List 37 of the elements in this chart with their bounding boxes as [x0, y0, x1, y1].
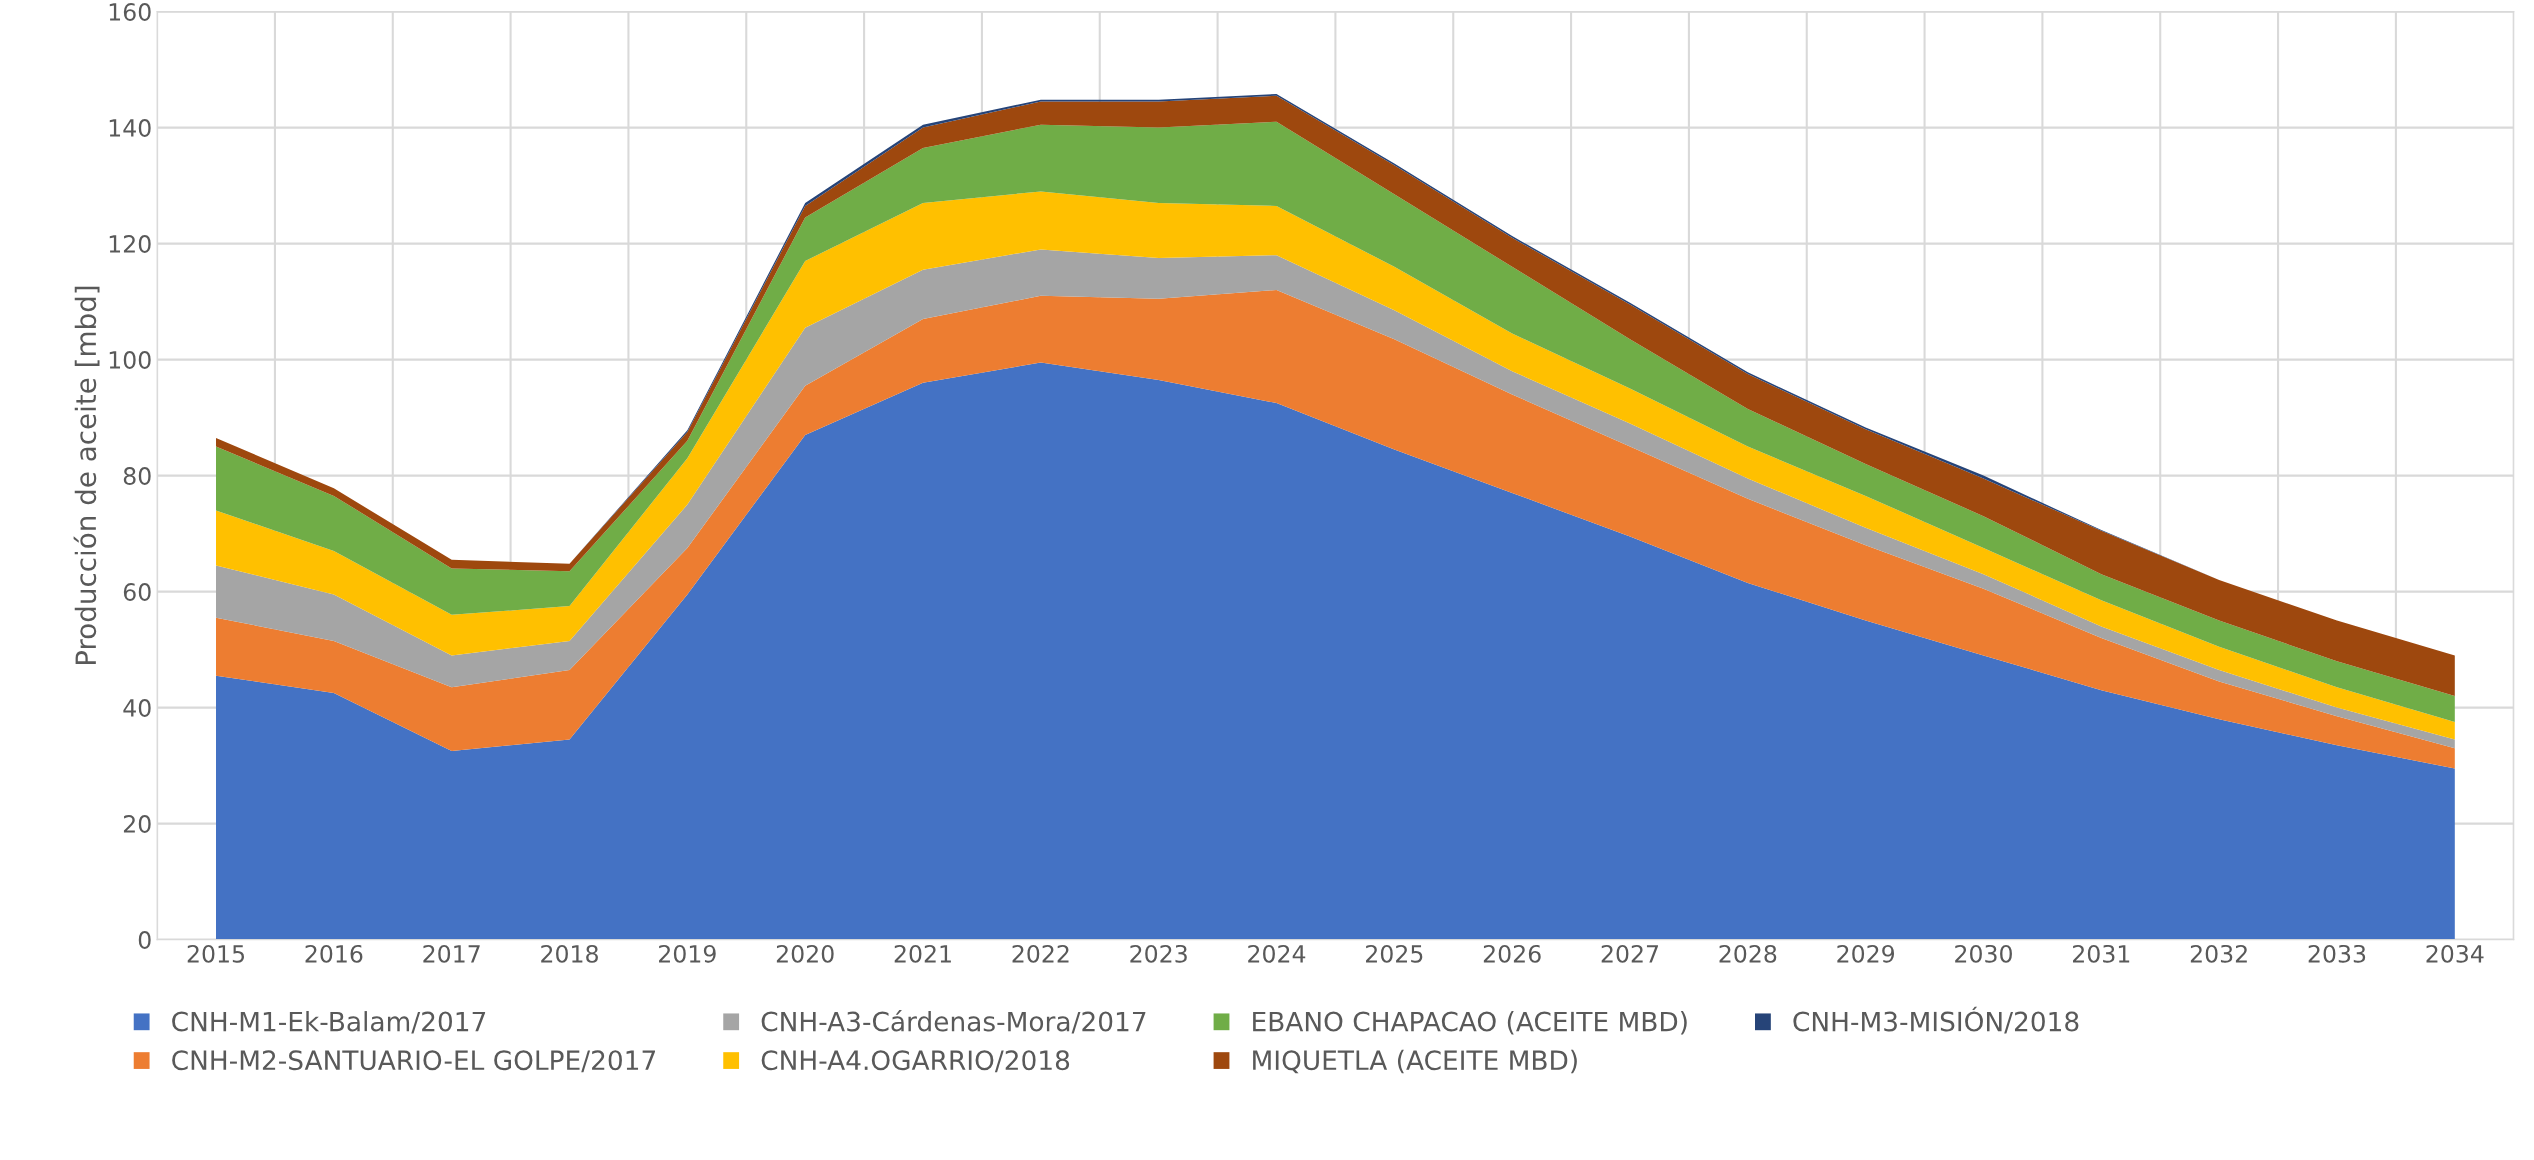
x-tick-label: 2034 [2426, 944, 2484, 963]
x-tick-label: 2018 [541, 944, 598, 963]
y-tick-label: 160 [109, 3, 151, 21]
x-tick-label: 2017 [423, 944, 480, 963]
x-tick-label: 2032 [2190, 944, 2247, 963]
legend-label: CNH-M3-MISIÓN/2018 [1793, 1006, 2079, 1034]
y-tick-label: 20 [123, 815, 151, 833]
legend-label: CNH-M2-SANTUARIO-EL GOLPE/2017 [172, 1050, 656, 1073]
x-tick-label: 2029 [1837, 944, 1895, 963]
y-tick-label: 0 [138, 931, 151, 949]
legend-label: EBANO CHAPACAO (ACEITE MBD) [1253, 1011, 1687, 1035]
y-tick-label: 120 [109, 235, 151, 253]
x-tick-label: 2022 [1012, 944, 1069, 963]
x-tick-label: 2015 [187, 944, 245, 963]
x-tick-label: 2027 [1601, 944, 1659, 963]
legend-label: MIQUETLA (ACEITE MBD) [1253, 1049, 1577, 1074]
legend-label: CNH-A3-Cárdenas-Mora/2017 [761, 1010, 1146, 1034]
x-tick-label: 2024 [1248, 944, 1306, 963]
y-tick-label: 100 [109, 351, 151, 369]
y-tick-label: 60 [123, 583, 151, 601]
x-tick-label: 2019 [659, 944, 716, 963]
y-tick-label: 40 [123, 699, 151, 717]
x-tick-label: 2023 [1130, 944, 1187, 963]
y-tick-label: 80 [123, 467, 151, 485]
y-axis-title: Producción de aceite [mbd] [73, 286, 100, 665]
x-tick-label: 2025 [1366, 944, 1423, 963]
x-tick-label: 2021 [894, 944, 951, 963]
legend-label: CNH-M1-Ek-Balam/2017 [172, 1011, 486, 1034]
legend-label: CNH-A4.OGARRIO/2018 [761, 1050, 1070, 1073]
x-tick-label: 2031 [2073, 944, 2130, 963]
x-tick-label: 2033 [2308, 944, 2366, 963]
x-tick-label: 2016 [305, 944, 363, 963]
x-tick-label: 2026 [1483, 944, 1541, 963]
x-tick-label: 2030 [1955, 944, 2012, 963]
x-tick-label: 2028 [1719, 944, 1777, 963]
x-tick-label: 2020 [776, 944, 834, 963]
y-tick-label: 140 [109, 119, 151, 137]
